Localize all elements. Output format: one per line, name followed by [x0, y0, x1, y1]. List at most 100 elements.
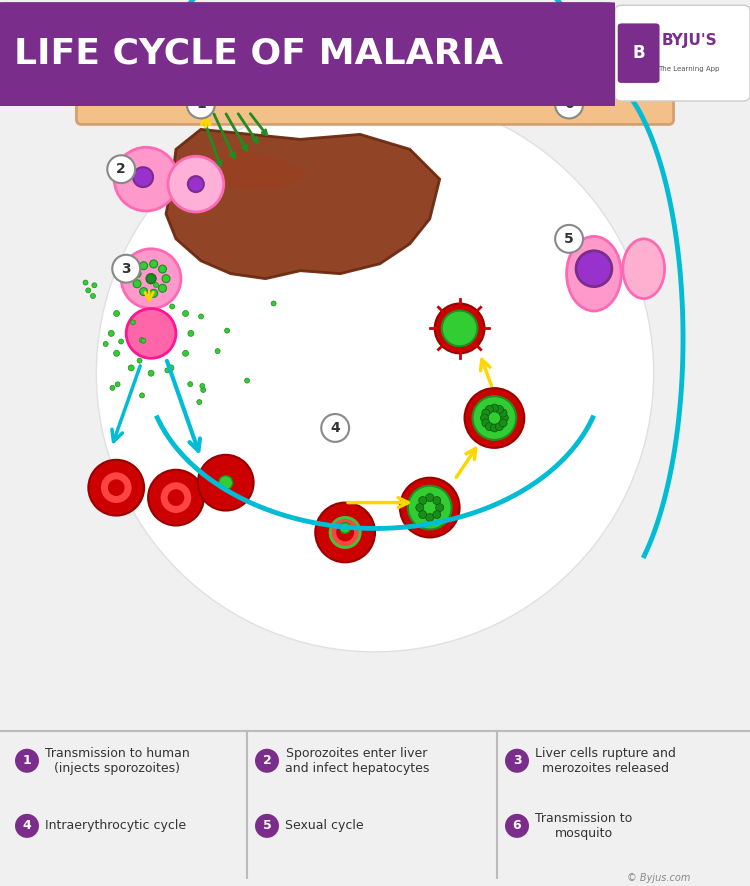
Circle shape	[158, 265, 166, 273]
Circle shape	[201, 387, 206, 392]
Circle shape	[108, 479, 124, 496]
Circle shape	[505, 814, 529, 838]
Circle shape	[419, 510, 427, 518]
Text: © Byjus.com: © Byjus.com	[627, 873, 690, 883]
Circle shape	[83, 280, 88, 285]
Text: The Learning App: The Learning App	[658, 66, 720, 72]
Circle shape	[490, 404, 499, 412]
Text: 4: 4	[22, 820, 32, 832]
Text: 6: 6	[564, 97, 574, 112]
Circle shape	[433, 496, 441, 504]
Circle shape	[215, 348, 220, 354]
Circle shape	[167, 489, 184, 506]
Text: BYJU'S: BYJU'S	[662, 33, 717, 48]
Text: LIFE CYCLE OF MALARIA: LIFE CYCLE OF MALARIA	[13, 36, 502, 70]
Ellipse shape	[174, 27, 192, 36]
Circle shape	[130, 320, 136, 325]
Circle shape	[321, 414, 349, 442]
Circle shape	[141, 338, 146, 343]
Circle shape	[148, 470, 204, 525]
Circle shape	[198, 455, 254, 510]
Ellipse shape	[622, 239, 664, 299]
Circle shape	[182, 310, 188, 316]
Circle shape	[408, 486, 452, 530]
Circle shape	[133, 280, 141, 288]
Text: Liver cells rupture and
merozoites released: Liver cells rupture and merozoites relea…	[535, 747, 676, 774]
Circle shape	[115, 382, 120, 387]
FancyBboxPatch shape	[615, 5, 750, 101]
Circle shape	[555, 225, 583, 253]
Ellipse shape	[172, 43, 189, 56]
Text: 3: 3	[513, 754, 521, 767]
Circle shape	[140, 392, 145, 398]
Circle shape	[110, 385, 115, 391]
Circle shape	[118, 339, 124, 344]
Text: 4: 4	[330, 421, 340, 435]
Circle shape	[154, 283, 158, 288]
Circle shape	[101, 472, 131, 503]
Text: Intraerythrocytic cycle: Intraerythrocytic cycle	[45, 820, 186, 832]
Text: B: B	[632, 44, 645, 62]
Circle shape	[168, 156, 224, 212]
Circle shape	[162, 275, 170, 283]
Text: 1: 1	[22, 754, 32, 767]
Ellipse shape	[578, 27, 596, 36]
Circle shape	[158, 284, 166, 292]
Circle shape	[271, 301, 276, 306]
Circle shape	[244, 378, 250, 383]
Polygon shape	[166, 129, 440, 279]
Text: 1: 1	[196, 97, 206, 112]
Circle shape	[148, 370, 154, 377]
FancyBboxPatch shape	[618, 23, 659, 83]
Circle shape	[219, 476, 232, 490]
Circle shape	[128, 365, 134, 371]
Circle shape	[146, 274, 156, 284]
Text: 5: 5	[564, 232, 574, 245]
Text: Transmission to
mosquito: Transmission to mosquito	[535, 812, 632, 840]
Circle shape	[182, 350, 188, 356]
Circle shape	[472, 396, 516, 439]
Text: Sexual cycle: Sexual cycle	[285, 820, 364, 832]
Circle shape	[436, 503, 444, 511]
Circle shape	[114, 147, 178, 211]
Text: 6: 6	[513, 820, 521, 832]
Circle shape	[188, 330, 194, 337]
Circle shape	[133, 269, 141, 277]
Circle shape	[15, 749, 39, 773]
Circle shape	[168, 365, 174, 371]
Circle shape	[113, 310, 119, 316]
Ellipse shape	[580, 43, 597, 56]
Circle shape	[315, 502, 375, 563]
Text: 3: 3	[122, 261, 131, 276]
Circle shape	[86, 288, 91, 293]
Circle shape	[108, 330, 114, 337]
Circle shape	[496, 423, 503, 431]
Circle shape	[188, 176, 204, 192]
Circle shape	[134, 167, 153, 187]
Circle shape	[140, 261, 148, 269]
Circle shape	[576, 43, 586, 53]
Circle shape	[340, 523, 350, 533]
Circle shape	[416, 503, 424, 511]
Circle shape	[426, 494, 433, 501]
Circle shape	[96, 95, 654, 652]
Circle shape	[199, 314, 203, 319]
Circle shape	[184, 43, 194, 53]
Circle shape	[165, 368, 170, 373]
Circle shape	[170, 304, 175, 309]
Ellipse shape	[566, 237, 621, 311]
Circle shape	[481, 414, 488, 422]
Circle shape	[224, 328, 230, 333]
Circle shape	[150, 260, 158, 268]
Circle shape	[137, 358, 142, 363]
Circle shape	[433, 510, 441, 518]
Circle shape	[464, 388, 524, 447]
Circle shape	[15, 814, 39, 838]
Circle shape	[505, 749, 529, 773]
Circle shape	[499, 419, 507, 427]
Circle shape	[255, 814, 279, 838]
Ellipse shape	[584, 25, 604, 39]
Circle shape	[482, 409, 490, 417]
Circle shape	[336, 524, 354, 541]
FancyBboxPatch shape	[0, 2, 634, 106]
